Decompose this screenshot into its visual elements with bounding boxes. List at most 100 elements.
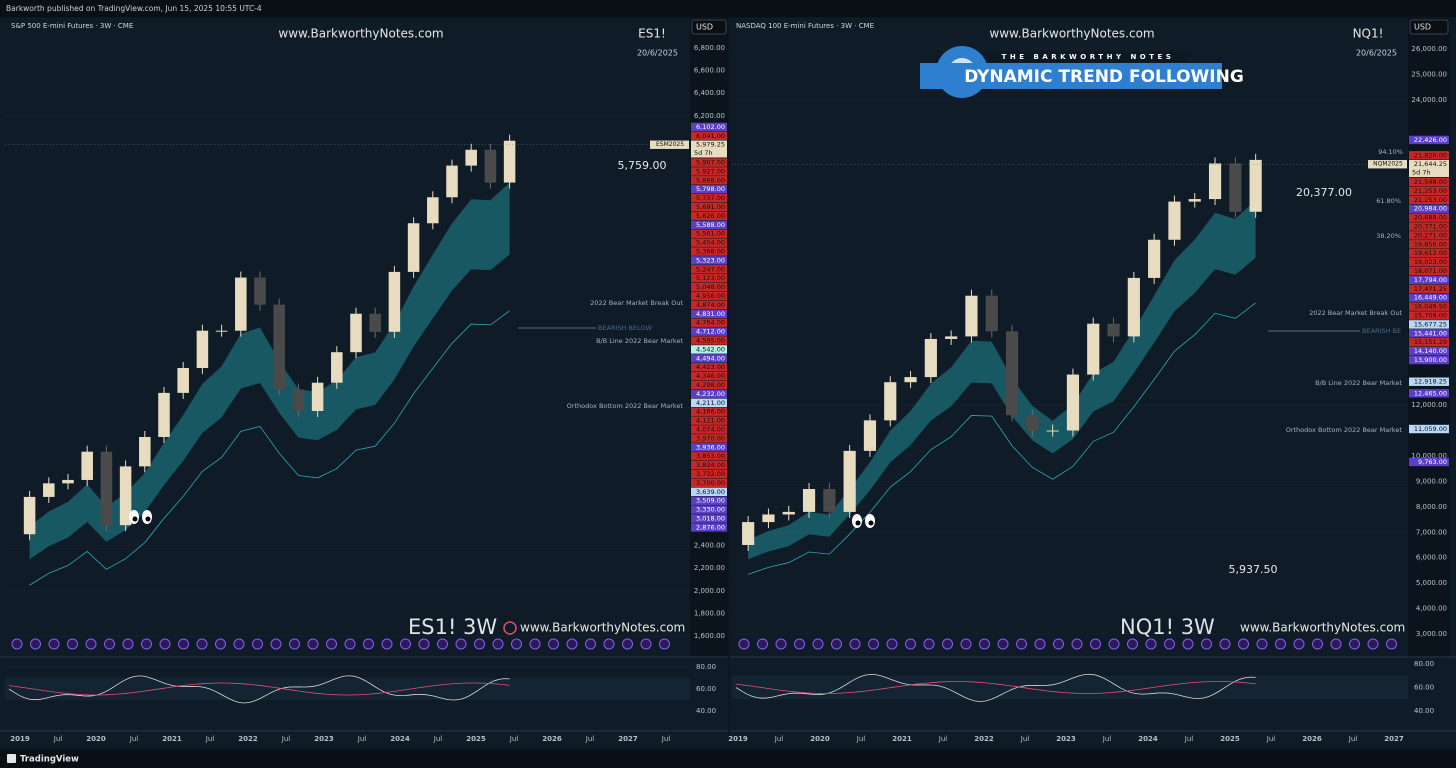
publisher: Barkworth published on TradingView.com, … bbox=[6, 4, 262, 13]
event-icon bbox=[1164, 638, 1175, 650]
price-tag bbox=[691, 193, 727, 203]
price-tag bbox=[1409, 377, 1449, 386]
price-tick-label: 1,800.00 bbox=[694, 609, 725, 617]
event-icon bbox=[344, 638, 356, 650]
time-label: 2020 bbox=[810, 735, 830, 743]
event-icon bbox=[1016, 638, 1027, 650]
candle bbox=[311, 382, 324, 411]
price-tag-label: 19,850.00 bbox=[1414, 240, 1447, 248]
price-tag bbox=[691, 380, 727, 390]
candle bbox=[43, 483, 55, 497]
callout: 5,937.50 bbox=[1229, 563, 1278, 576]
price-tag bbox=[1409, 338, 1449, 347]
event-icon bbox=[1053, 638, 1064, 650]
price-tag bbox=[1409, 424, 1449, 434]
price-tick-label: 10,000.00 bbox=[1411, 452, 1447, 460]
price-tag-label: 20,271.00 bbox=[1414, 231, 1447, 239]
event-icon bbox=[67, 638, 78, 650]
price-tag bbox=[691, 167, 727, 176]
price-tick-label: 6,600.00 bbox=[694, 67, 725, 75]
time-label: Jul bbox=[585, 735, 595, 743]
price-tag bbox=[1409, 311, 1449, 320]
event-icon bbox=[757, 638, 768, 650]
price-tag bbox=[691, 211, 727, 221]
price-scale-bg bbox=[1408, 18, 1450, 658]
price-tick-label: 1,600.00 bbox=[694, 632, 725, 640]
event-icon bbox=[1312, 638, 1323, 650]
event-icon bbox=[548, 638, 559, 650]
event-icon bbox=[1108, 638, 1120, 650]
time-label: Jul bbox=[357, 735, 367, 743]
price-tag-label: 13,900.00 bbox=[1414, 356, 1447, 364]
annotation: 2022 Bear Market Break Out bbox=[590, 299, 683, 307]
annotation: 61.80% bbox=[1376, 197, 1401, 205]
price-tag-label: 3,330.00 bbox=[696, 506, 725, 514]
price-tag bbox=[1409, 389, 1449, 398]
price-tag bbox=[691, 131, 727, 141]
big-url: www.BarkworthyNotes.com bbox=[1240, 621, 1405, 635]
event-icon bbox=[492, 638, 504, 650]
big-url: www.BarkworthyNotes.com bbox=[520, 621, 685, 635]
event-icon bbox=[849, 638, 861, 650]
price-tag bbox=[691, 238, 727, 247]
price-tag bbox=[691, 514, 727, 523]
candle bbox=[823, 489, 836, 512]
time-label: 2027 bbox=[618, 735, 638, 743]
candle bbox=[196, 330, 209, 369]
candle bbox=[1208, 163, 1222, 200]
candle bbox=[1188, 199, 1201, 202]
price-tag bbox=[691, 229, 727, 238]
price-tag-label: 4,956.00 bbox=[696, 292, 725, 300]
event-icon bbox=[1238, 638, 1249, 650]
event-icon bbox=[1219, 638, 1231, 650]
price-tick-label: 12,000.00 bbox=[1411, 401, 1447, 409]
osc-line bbox=[8, 675, 510, 704]
price-tag-label: 6,041.00 bbox=[696, 132, 725, 140]
event-icon bbox=[905, 638, 916, 650]
event-icon bbox=[233, 638, 245, 650]
event-icon bbox=[437, 638, 448, 650]
event-icon bbox=[178, 638, 189, 650]
symbol-tag-label: NQM2025 bbox=[1373, 161, 1403, 168]
candle bbox=[388, 271, 401, 332]
price-tag bbox=[691, 389, 727, 399]
price-tag-label: 5,588.00 bbox=[696, 221, 725, 229]
price-tag bbox=[691, 363, 727, 372]
price-tick-label: 9,000.00 bbox=[1416, 477, 1447, 485]
event-icon bbox=[159, 638, 171, 650]
candle bbox=[100, 451, 113, 526]
price-tag-label: 17,471.25 bbox=[1414, 285, 1447, 293]
time-label: Jul bbox=[1266, 735, 1276, 743]
time-label: Jul bbox=[1184, 735, 1194, 743]
event-icon bbox=[30, 638, 41, 650]
price-tag-label: 3,639.00 bbox=[696, 488, 725, 496]
price-tag bbox=[1409, 186, 1449, 196]
price-tag-label: 11,059.00 bbox=[1414, 425, 1447, 433]
logo-small: THE BARKWORTHY NOTES bbox=[1002, 53, 1175, 61]
candle bbox=[1107, 323, 1120, 337]
price-tag-label: 4,298.00 bbox=[696, 381, 725, 389]
price-tag bbox=[1409, 355, 1449, 365]
candle bbox=[350, 313, 362, 353]
symbol-tag bbox=[1368, 160, 1407, 169]
logo-strip bbox=[988, 52, 1188, 62]
trend-band bbox=[29, 182, 510, 560]
event-icon bbox=[1034, 638, 1046, 650]
price-tick-label: 6,400.00 bbox=[694, 89, 725, 97]
time-label: 2025 bbox=[1220, 735, 1240, 743]
price-tag-label: 19,023.00 bbox=[1414, 258, 1447, 266]
candle bbox=[273, 304, 285, 390]
time-label: Jul bbox=[661, 735, 671, 743]
price-tag-label: 12,918.25 bbox=[1414, 378, 1447, 386]
candle bbox=[945, 336, 958, 339]
price-tag bbox=[691, 460, 727, 470]
price-tag bbox=[691, 176, 727, 185]
price-tag-label: 16,449.00 bbox=[1414, 294, 1447, 302]
candle bbox=[484, 149, 497, 183]
candle bbox=[1168, 201, 1181, 240]
brand-logo bbox=[7, 754, 16, 763]
price-tag bbox=[691, 345, 727, 354]
time-label: Jul bbox=[1102, 735, 1112, 743]
price-tag bbox=[1409, 346, 1449, 356]
price-tag-label: 20,371.00 bbox=[1414, 223, 1447, 231]
